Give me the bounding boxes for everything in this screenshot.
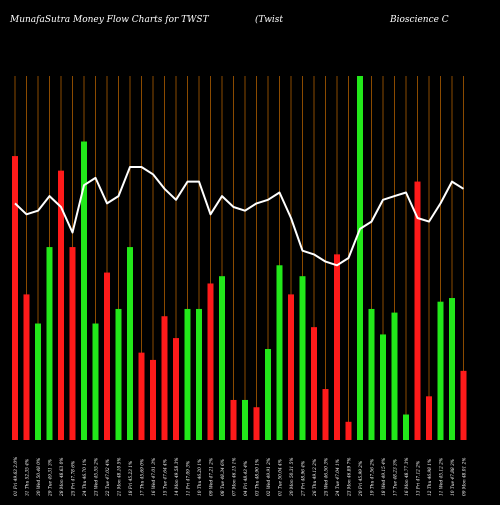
money-flow-bar (81, 141, 87, 440)
x-tick-label: 11 Wed 45.12 2% (440, 458, 445, 496)
x-tick-label: 17 Tue 48.23 3% (394, 459, 399, 496)
x-tick-label: 20 Fri 45.99 2% (359, 461, 364, 497)
chart-title-middle: (Twist (255, 14, 283, 25)
x-tick-label: 16 Mon 48.77 3% (405, 458, 410, 496)
money-flow-bar (196, 308, 202, 440)
x-tick-label: 24 Thu 46.70 1% (83, 459, 88, 497)
price-line (14, 166, 465, 267)
money-flow-bar (207, 283, 214, 440)
x-tick-label: 23 Mon 46.89 7% (348, 458, 353, 497)
x-tick-label: 07 Mon 46.15 1% (233, 458, 238, 496)
money-flow-bar (46, 247, 53, 440)
money-flow-bar (58, 170, 64, 440)
money-flow-bar (403, 414, 409, 440)
x-tick-label: 02 Wed 49.91 2% (267, 458, 272, 496)
x-tick-label: 29 Tue 49.31 3% (49, 459, 54, 497)
chart-title-left: MunafaSutra Money Flow Charts for TWST (9, 15, 210, 25)
x-tick-label: 23 Wed 45.55 2% (95, 458, 100, 497)
money-flow-bar (322, 389, 329, 440)
money-flow-bar (173, 338, 179, 440)
x-tick-labels: 01 Fri 49.63 2.0% 31 Thu 52.35 4% 30 Wed 5… (14, 457, 468, 497)
x-tick-label: 09 Mon 48.01 2% (463, 458, 468, 496)
money-flow-bar (380, 334, 386, 440)
money-flow-bar (426, 396, 432, 440)
x-tick-label: 18 Fri 45.23 1% (129, 461, 134, 496)
x-tick-label: 03 Thu 48.90 1% (256, 459, 261, 496)
money-flow-bar (242, 399, 248, 440)
money-flow-bar (69, 247, 76, 440)
chart-title-right: Bioscience C (389, 15, 449, 25)
x-tick-label: 01 Tue 50.04 4% (279, 459, 284, 496)
money-flow-bar (414, 181, 421, 440)
x-tick-label: 04 Fri 48.43 4% (244, 461, 249, 496)
price-line-layer (14, 166, 465, 267)
x-tick-label: 09 Wed 47.21 2% (210, 458, 215, 496)
money-flow-bar (334, 254, 340, 440)
money-flow-bar (288, 294, 294, 440)
x-tick-label: 27 Fri 48.96 4% (302, 461, 307, 497)
x-tick-label: 31 Thu 52.35 4% (26, 459, 31, 496)
x-tick-label: 24 Tue 47.04 1% (336, 459, 341, 497)
x-tick-label: 16 Wed 47.01 3% (152, 458, 157, 496)
money-flow-bar (230, 399, 237, 440)
money-flow-bar (311, 327, 317, 440)
money-flow-bar (104, 272, 110, 440)
money-flow-bar (276, 265, 283, 440)
x-tick-label: 25 Wed 46.50 3% (325, 458, 330, 497)
money-flow-bar (115, 308, 122, 440)
money-flow-bar (92, 323, 99, 440)
money-flow-bar (265, 349, 271, 440)
x-tick-label: 14 Mon 49.58 3% (175, 458, 180, 496)
x-tick-label: 18 Wed 49.15 4% (382, 458, 387, 496)
x-tick-label: 10 Thu 46.20 1% (198, 459, 203, 496)
money-flow-bar (161, 316, 168, 440)
x-tick-label: 12 Thu 46.98 1% (428, 459, 433, 496)
x-tick-label: 30 Wed 50.48 0% (37, 458, 42, 496)
x-tick-label: 28 Mon 48.63 0% (60, 458, 65, 497)
money-flow-bar (437, 301, 444, 440)
money-flow-bar (449, 298, 455, 440)
money-flow-bar (345, 421, 352, 440)
x-tick-label: 22 Tue 47.02 4% (106, 459, 111, 497)
money-flow-bar (368, 308, 375, 440)
money-flow-bar (253, 407, 260, 440)
money-flow-bar (184, 308, 191, 440)
money-flow-bar (138, 352, 145, 440)
money-flow-bar (127, 247, 133, 440)
x-tick-label: 15 Tue 47.64 4% (164, 459, 169, 496)
money-flow-bar (357, 76, 363, 440)
x-tick-label: 26 Thu 49.12 2% (313, 459, 318, 497)
money-flow-bar (23, 294, 30, 440)
x-tick-label: 10 Tue 47.88 3% (451, 459, 456, 496)
money-flow-bar (12, 156, 18, 440)
money-flow-bar (299, 276, 306, 440)
x-tick-label: 21 Mon 48.10 5% (118, 458, 123, 497)
x-tick-label: 01 Fri 49.63 2.0% (14, 457, 19, 496)
money-flow-bar (219, 276, 225, 440)
bars (12, 76, 467, 440)
x-tick-label: 08 Tue 48.34 6% (221, 459, 226, 496)
money-flow-bar (150, 359, 156, 440)
x-tick-label: 30 Mon 50.31 5% (290, 458, 295, 496)
x-tick-label: 17 Thu 45.69 0% (141, 459, 146, 496)
x-tick-label: 25 Fri 47.78 6% (72, 461, 77, 497)
x-tick-label: 13 Fri 47.12 2% (417, 461, 422, 496)
x-tick-label: 11 Fri 47.09 3% (187, 461, 192, 496)
money-flow-bar (460, 370, 467, 440)
money-flow-bar (35, 323, 41, 440)
x-tick-label: 19 Thu 47.56 2% (371, 459, 376, 496)
money-flow-bar (391, 312, 398, 440)
